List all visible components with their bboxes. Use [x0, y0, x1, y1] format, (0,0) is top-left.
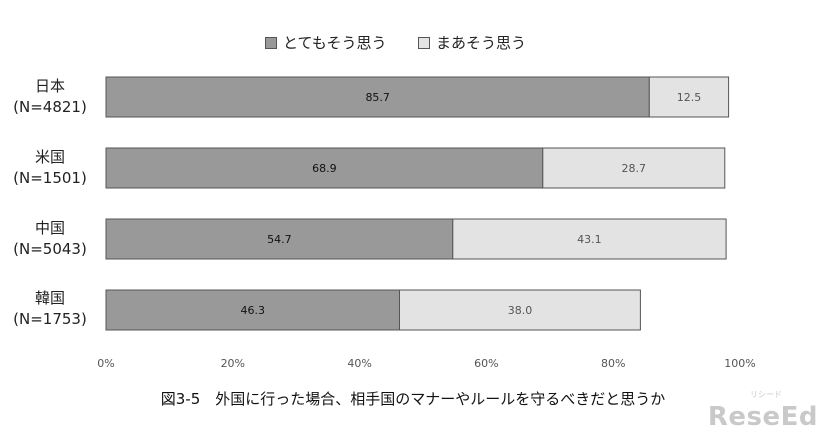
- legend-swatch-series-1: [265, 36, 277, 49]
- data-labels-group: 85.7 12.5 68.9 28.7 54.7 43.1 46.3 38.0: [241, 91, 702, 317]
- data-label-series-1-2: 68.9: [312, 162, 337, 175]
- legend-item-series-2: まあそう思う: [418, 32, 526, 53]
- data-label-series-2-1: 12.5: [677, 91, 702, 104]
- x-tick-label-3: 40%: [347, 357, 371, 370]
- x-axis: 0% 20% 40% 60% 80% 100%: [97, 357, 755, 370]
- data-label-series-1-3: 54.7: [267, 233, 292, 246]
- category-sample-size: (N=1501): [13, 169, 87, 187]
- category-label-usa: 米国 (N=1501): [8, 147, 92, 189]
- bar-series-1-1: [105, 76, 650, 118]
- legend-label-series-2: まあそう思う: [436, 34, 527, 52]
- data-label-series-2-3: 43.1: [577, 233, 602, 246]
- bar-series-2-4: [399, 289, 641, 331]
- category-label-china: 中国 (N=5043): [8, 218, 92, 260]
- category-name: 日本: [34, 77, 65, 95]
- category-name: 中国: [34, 219, 65, 237]
- bars-group: [105, 76, 730, 331]
- figure-caption: 図3-5 外国に行った場合、相手国のマナーやルールを守るべきだと思うか: [160, 390, 666, 408]
- x-tick-label-2: 20%: [221, 357, 245, 370]
- x-tick-label-6: 100%: [724, 357, 755, 370]
- x-tick-label-5: 80%: [601, 357, 625, 370]
- data-label-series-2-2: 28.7: [622, 162, 647, 175]
- x-tick-label-1: 0%: [97, 357, 114, 370]
- watermark-subtext: リシード: [750, 390, 782, 399]
- bar-series-1-3: [105, 218, 454, 260]
- bar-series-2-2: [542, 147, 726, 189]
- category-name: 韓国: [34, 289, 65, 307]
- category-sample-size: (N=5043): [13, 240, 87, 258]
- watermark-logo: ReseEd: [707, 402, 818, 432]
- category-label-japan: 日本 (N=4821): [8, 76, 92, 118]
- category-label-korea: 韓国 (N=1753): [8, 288, 92, 330]
- x-tick-label-4: 60%: [474, 357, 498, 370]
- data-label-series-1-4: 46.3: [241, 304, 266, 317]
- bar-series-2-1: [648, 76, 730, 118]
- bar-series-1-4: [105, 289, 400, 331]
- bar-series-1-2: [105, 147, 544, 189]
- legend: とてもそう思う まあそう思う: [0, 32, 826, 56]
- legend-label-series-1: とてもそう思う: [283, 34, 387, 52]
- category-sample-size: (N=4821): [13, 98, 87, 116]
- category-sample-size: (N=1753): [13, 310, 87, 328]
- category-name: 米国: [34, 148, 65, 166]
- data-label-series-1-1: 85.7: [365, 91, 390, 104]
- legend-swatch-series-2: [418, 36, 430, 49]
- legend-item-series-1: とてもそう思う: [265, 32, 387, 53]
- bar-series-2-3: [452, 218, 727, 260]
- data-label-series-2-4: 38.0: [508, 304, 533, 317]
